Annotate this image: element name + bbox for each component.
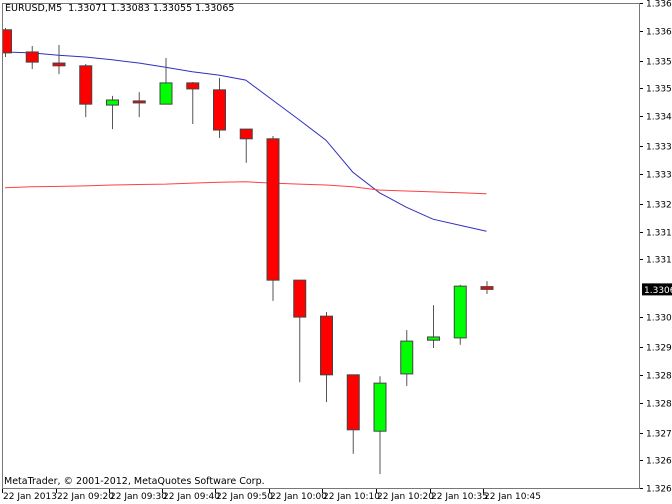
candle-body-bear xyxy=(213,89,226,131)
chart-frame xyxy=(2,3,640,489)
plot-area xyxy=(2,27,494,475)
x-tick-label: 22 Jan 09:20 xyxy=(57,492,114,502)
candle-body-bear xyxy=(25,51,39,63)
y-tick-label: 1.33315 xyxy=(646,171,672,181)
candle xyxy=(293,279,307,383)
y-tick-label: 1.32880 xyxy=(646,372,672,382)
candle xyxy=(2,27,12,58)
ohlc-open: 1.33071 xyxy=(68,3,108,14)
y-tick-label: 1.32635 xyxy=(646,485,672,495)
y-tick-label: 1.33560 xyxy=(646,58,672,68)
current-price-label: 1.33065 xyxy=(644,286,672,296)
candle-body-bull xyxy=(453,285,467,339)
candle xyxy=(239,128,253,163)
symbol-header: EURUSD,M5 1.33071 1.33083 1.33055 1.3306… xyxy=(5,3,234,14)
x-tick-label: 22 Jan 10:00 xyxy=(270,492,327,502)
x-tick-label: 22 Jan 09:30 xyxy=(110,492,167,502)
candle-body-bear xyxy=(186,82,200,90)
candle-body-bear xyxy=(320,315,333,376)
y-tick-label: 1.32755 xyxy=(646,430,672,440)
candle-body-bear xyxy=(346,374,360,431)
y-tick-label: 1.33005 xyxy=(646,314,672,324)
y-tick-label: 1.33190 xyxy=(646,229,672,239)
symbol-label: EURUSD,M5 xyxy=(5,3,63,14)
x-tick-label: 22 Jan 2013 xyxy=(3,492,57,502)
x-tick-label: 22 Jan 10:45 xyxy=(484,492,541,502)
y-tick-label: 1.32820 xyxy=(646,400,672,410)
candle xyxy=(373,376,387,475)
candle-body-bull xyxy=(106,99,119,106)
candle xyxy=(25,45,39,70)
moving-average-slow-line xyxy=(4,181,487,195)
current-price-tag xyxy=(642,283,672,296)
candle-body-bear xyxy=(132,100,146,104)
candle-body-bear xyxy=(79,65,93,105)
candle xyxy=(186,81,200,125)
candle xyxy=(159,57,173,105)
y-tick-label: 1.33375 xyxy=(646,143,672,153)
candle-body-bear xyxy=(480,286,494,290)
y-tick-label: 1.33685 xyxy=(646,0,672,10)
moving-average-fast-line xyxy=(4,51,487,232)
candle-body-bear xyxy=(293,279,307,318)
candle xyxy=(52,45,66,75)
ohlc-close: 1.33065 xyxy=(195,3,235,14)
y-tick-label: 1.33130 xyxy=(646,256,672,266)
candle xyxy=(480,281,494,294)
candle-body-bear xyxy=(2,29,12,54)
candle xyxy=(79,63,93,118)
candle-body-bull xyxy=(427,336,440,341)
x-tick-label: 22 Jan 09:50 xyxy=(216,492,273,502)
candle-body-bear xyxy=(239,128,253,140)
x-tick-label: 22 Jan 10:10 xyxy=(323,492,380,502)
y-tick-label: 1.33440 xyxy=(646,113,672,123)
candle-body-bear xyxy=(52,62,66,67)
x-tick-label: 22 Jan 10:35 xyxy=(431,492,488,502)
candle xyxy=(427,305,440,349)
candle xyxy=(400,330,414,386)
x-tick-label: 22 Jan 09:40 xyxy=(163,492,220,502)
candle xyxy=(213,77,226,138)
candle-body-bull xyxy=(373,382,387,432)
y-tick-label: 1.33625 xyxy=(646,28,672,38)
candle xyxy=(106,95,119,130)
candle-body-bear xyxy=(266,138,280,281)
candle xyxy=(346,374,360,454)
y-tick-label: 1.32695 xyxy=(646,457,672,467)
candle-body-bull xyxy=(400,340,414,375)
y-tick-label: 1.33250 xyxy=(646,201,672,211)
candle-body-bull xyxy=(159,82,173,105)
y-tick-label: 1.32940 xyxy=(646,344,672,354)
x-tick-label: 22 Jan 10:20 xyxy=(377,492,434,502)
candle xyxy=(132,92,146,118)
candle xyxy=(453,284,467,345)
ohlc-low: 1.33055 xyxy=(152,3,193,14)
y-tick-label: 1.33500 xyxy=(646,85,672,95)
candle xyxy=(266,136,280,301)
candle xyxy=(320,312,333,403)
copyright-text: MetaTrader, © 2001-2012, MetaQuotes Soft… xyxy=(4,476,265,487)
ohlc-high: 1.33083 xyxy=(110,3,150,14)
